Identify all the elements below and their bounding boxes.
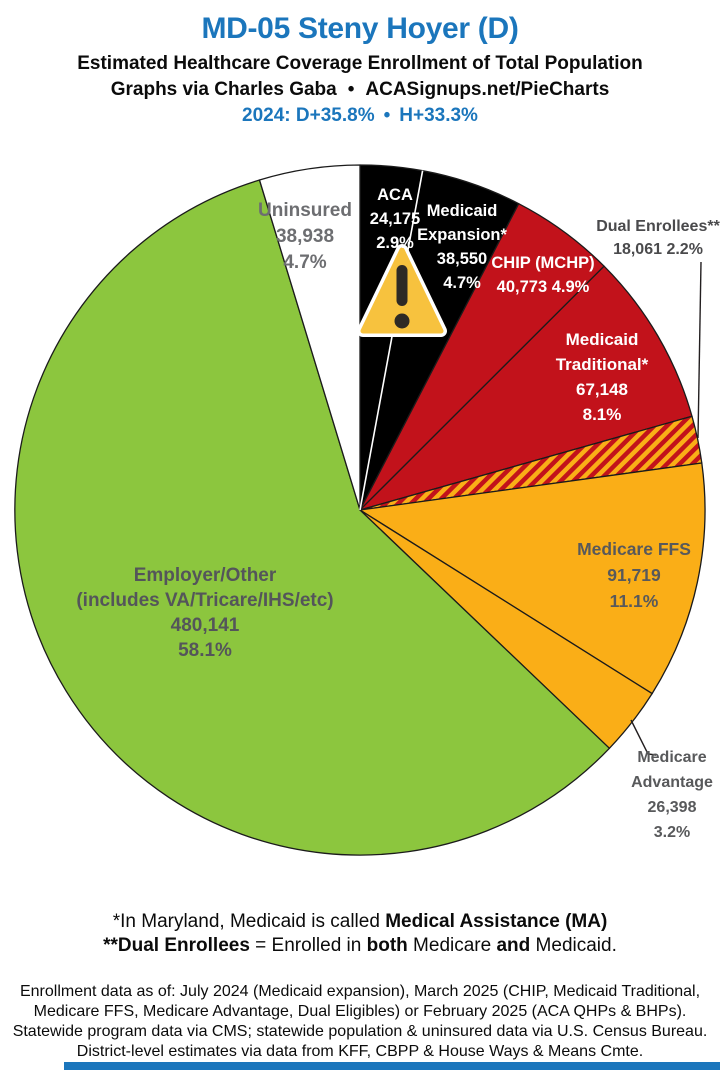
label-line: Medicare FFS xyxy=(577,539,691,559)
label-line: 480,141 xyxy=(170,615,240,636)
bullet-separator: • xyxy=(347,79,355,100)
label-line: 4.7% xyxy=(283,252,327,273)
label-line: Dual Enrollees** xyxy=(596,218,720,235)
pie-chart-svg xyxy=(14,164,706,856)
label-line: Medicaid xyxy=(426,202,498,220)
label-line: Advantage xyxy=(631,774,713,791)
label-line: 2.9% xyxy=(376,234,414,252)
label-line: 18,061 2.2% xyxy=(613,241,703,258)
chart-subtitle: Estimated Healthcare Coverage Enrollment… xyxy=(77,53,643,74)
pie-slice-employer_other xyxy=(14,179,611,856)
label-line: CHIP (MCHP) xyxy=(491,254,595,272)
dual-enrollees-leader-line xyxy=(697,261,702,439)
footnote-text-bold: both xyxy=(366,935,408,956)
label-line: Medicare xyxy=(637,749,707,766)
slice-label-employer-other: Employer/Other (includes VA/Tricare/IHS/e… xyxy=(50,563,360,663)
label-line: 38,550 xyxy=(436,250,488,268)
credit-line: Graphs via Charles Gaba • ACASignups.net/P… xyxy=(0,79,720,101)
pie-slice-medicare_ffs xyxy=(359,462,706,695)
footnote-text-bold: **Dual Enrollees xyxy=(103,935,250,956)
footnote-medicaid-name: *In Maryland, Medicaid is called Medical… xyxy=(0,910,720,934)
pie-slices-group xyxy=(14,164,706,856)
data-sources-note: Enrollment data as of: July 2024 (Medica… xyxy=(0,982,720,1062)
warning-exclamation-bar xyxy=(396,265,408,306)
slice-label-dual-enrollees: Dual Enrollees** 18,061 2.2% xyxy=(588,215,720,261)
label-line: ACA xyxy=(377,186,413,204)
label-line: 8.1% xyxy=(582,405,622,424)
partisan-house: H+33.3% xyxy=(399,105,478,126)
label-line: 91,719 xyxy=(607,565,661,585)
footnote-text: = Enrolled in xyxy=(249,935,367,956)
pie-slice-medicaid_traditional xyxy=(359,265,693,511)
credit-author: Graphs via Charles Gaba xyxy=(110,79,337,100)
partisan-lean-line: 2024: D+35.8% • H+33.3% xyxy=(0,105,720,127)
source-line: District-level estimates via data from K… xyxy=(76,1043,644,1060)
slice-label-uninsured: Uninsured 38,938 4.7% xyxy=(240,198,370,276)
warning-triangle-icon xyxy=(357,244,447,337)
footnotes: *In Maryland, Medicaid is called Medical… xyxy=(0,910,720,958)
chart-header: MD-05 Steny Hoyer (D) Estimated Healthca… xyxy=(0,0,720,127)
slice-label-medicaid-traditional: Medicaid Traditional* 67,148 8.1% xyxy=(536,327,668,427)
pie-slice-uninsured xyxy=(258,164,361,511)
label-line: 67,148 xyxy=(576,380,628,399)
warning-exclamation-dot xyxy=(394,313,410,329)
page-title: MD-05 Steny Hoyer (D) xyxy=(201,12,519,45)
label-line: Employer/Other xyxy=(133,565,277,586)
partisan-2024: 2024: D+35.8% xyxy=(242,105,375,126)
source-line: Enrollment data as of: July 2024 (Medica… xyxy=(19,983,701,1000)
footnote-text: Medicare xyxy=(407,935,497,956)
label-line: 58.1% xyxy=(178,640,232,661)
label-line: 4.7% xyxy=(443,274,481,292)
label-line: 24,175 xyxy=(369,210,421,228)
footnote-text-bold: Medical Assistance (MA) xyxy=(385,911,608,932)
label-line: Uninsured xyxy=(258,200,352,221)
bottom-accent-bar xyxy=(64,1062,720,1070)
slice-label-medicaid-expansion: Medicaid Expansion* 38,550 4.7% xyxy=(403,199,521,295)
label-line: 3.2% xyxy=(653,824,691,841)
slice-label-medicare-ffs: Medicare FFS 91,719 11.1% xyxy=(568,536,700,614)
slice-label-chip: CHIP (MCHP) 40,773 4.9% xyxy=(478,251,608,299)
medicare-advantage-leader-line xyxy=(630,719,657,756)
footnote-text: Medicaid. xyxy=(530,935,617,956)
source-line: Statewide program data via CMS; statewid… xyxy=(12,1023,708,1040)
credit-site: ACASignups.net/PieCharts xyxy=(365,79,610,100)
label-line: Traditional* xyxy=(555,355,649,374)
label-line: 38,938 xyxy=(275,226,335,247)
footnote-dual-enrollees: **Dual Enrollees = Enrolled in both Medi… xyxy=(0,934,720,958)
label-line: Medicaid xyxy=(565,330,639,349)
label-line: 40,773 4.9% xyxy=(496,278,590,296)
bullet-separator: • xyxy=(383,105,391,126)
pie-chart: ACA 24,175 2.9% Medicaid Expansion* 38,550 4.… xyxy=(0,135,720,895)
label-line: 26,398 xyxy=(647,799,697,816)
footnote-text-bold: and xyxy=(496,935,531,956)
black-slices-divider xyxy=(359,170,424,511)
label-line: (includes VA/Tricare/IHS/etc) xyxy=(76,590,334,611)
slice-label-medicare-advantage: Medicare Advantage 26,398 3.2% xyxy=(622,745,720,845)
pie-overlays-group xyxy=(357,244,702,756)
footnote-text: *In Maryland, Medicaid is called xyxy=(112,911,386,932)
label-line: Expansion* xyxy=(417,226,507,244)
source-line: Medicare FFS, Medicare Advantage, Dual E… xyxy=(33,1003,687,1020)
slice-label-aca: ACA 24,175 2.9% xyxy=(354,183,436,255)
label-line: 11.1% xyxy=(609,591,659,611)
